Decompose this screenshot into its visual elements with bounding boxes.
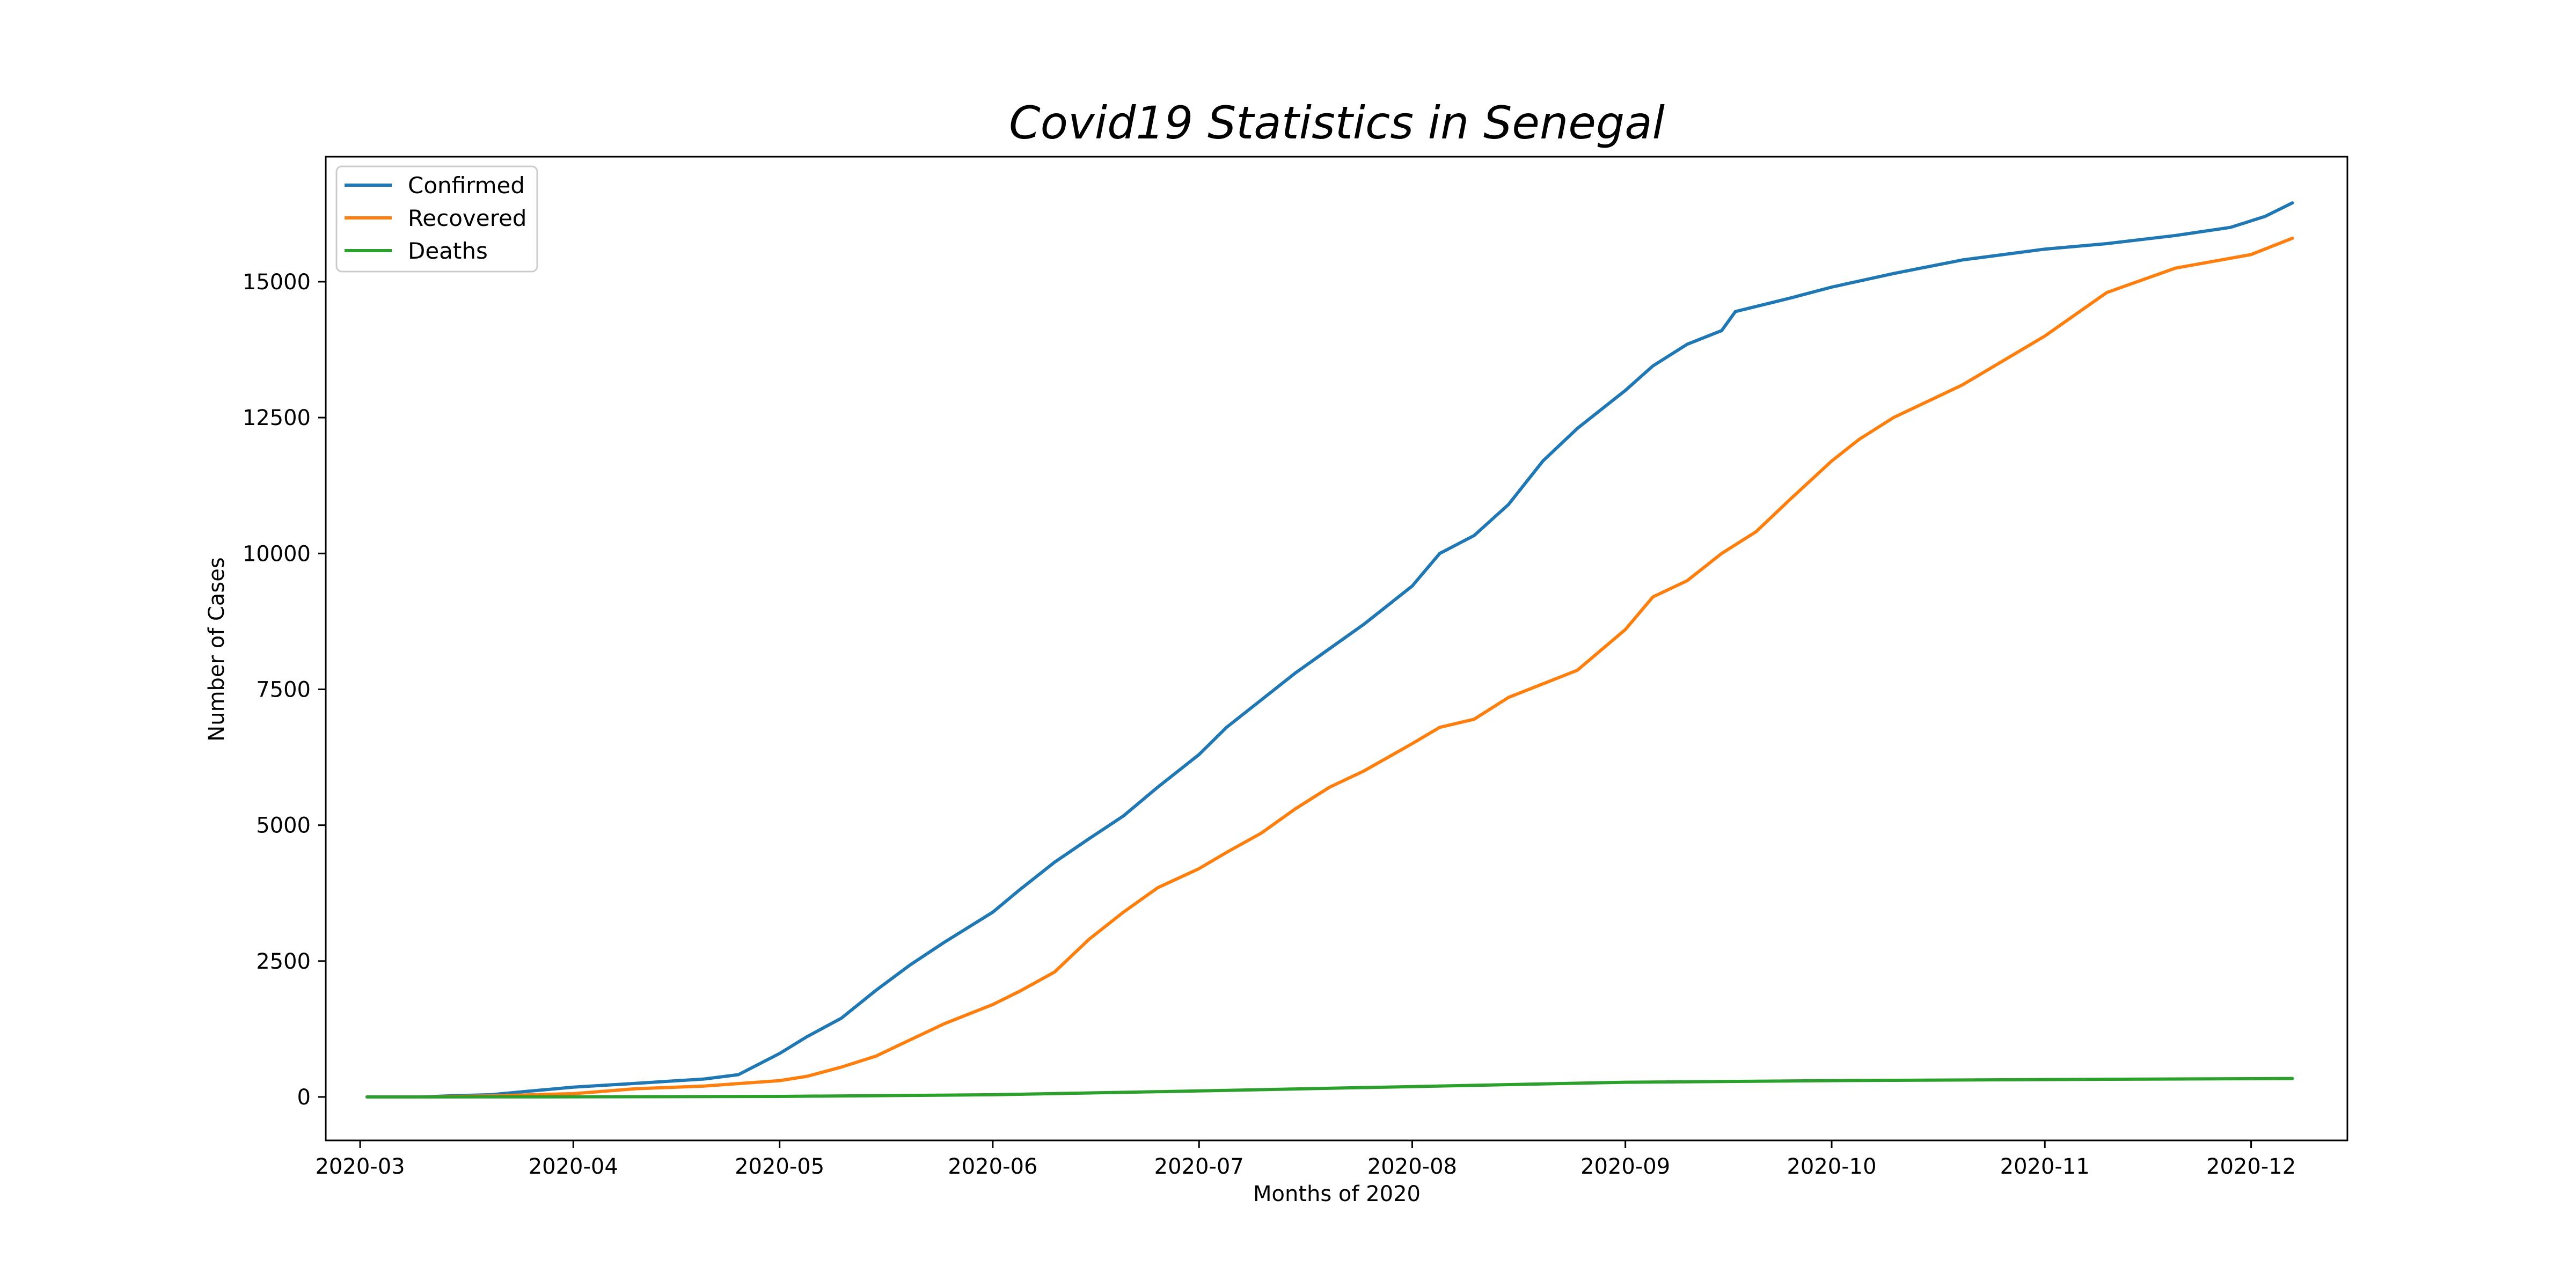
y-tick-label: 7500 xyxy=(256,677,311,702)
series-line-deaths xyxy=(365,1077,2294,1099)
x-tick-label: 2020-03 xyxy=(315,1154,405,1179)
legend-item-confirmed: Confirmed xyxy=(345,172,525,199)
y-axis-label: Number of Cases xyxy=(204,557,229,741)
x-tick-label: 2020-08 xyxy=(1367,1154,1457,1179)
y-tick-label: 5000 xyxy=(256,814,311,838)
y-tick-label: 2500 xyxy=(256,949,311,974)
legend-label: Recovered xyxy=(408,205,526,231)
axes-frame xyxy=(325,156,2348,1141)
x-tick-label: 2020-12 xyxy=(2206,1154,2296,1179)
x-tick-label: 2020-05 xyxy=(735,1154,824,1179)
legend-item-recovered: Recovered xyxy=(345,205,526,231)
legend-label: Confirmed xyxy=(408,172,525,199)
x-tick-label: 2020-09 xyxy=(1580,1154,1670,1179)
legend-frame xyxy=(335,165,538,273)
chart-title: Covid19 Statistics in Senegal xyxy=(1009,97,1665,149)
legend-label: Deaths xyxy=(408,238,488,264)
legend-item-deaths: Deaths xyxy=(345,238,488,264)
x-tick-label: 2020-06 xyxy=(948,1154,1037,1179)
x-tick-label: 2020-04 xyxy=(529,1154,618,1179)
series-line-recovered xyxy=(365,236,2294,1099)
axis-ticks: 2020-03 2020-04 2020-05 2020-06 2020-07 2020-… xyxy=(243,270,2296,1179)
y-tick-label: 15000 xyxy=(243,270,311,295)
y-tick-label: 10000 xyxy=(243,541,311,566)
x-tick-label: 2020-11 xyxy=(2000,1154,2090,1179)
x-tick-label: 2020-10 xyxy=(1787,1154,1876,1179)
legend: Confirmed Recovered Deaths xyxy=(335,165,538,273)
x-tick-label: 2020-07 xyxy=(1154,1154,1244,1179)
y-tick-label: 12500 xyxy=(243,406,311,430)
series-line-confirmed xyxy=(365,201,2294,1099)
plot-area xyxy=(365,201,2294,1099)
x-axis-label: Months of 2020 xyxy=(1253,1182,1421,1206)
y-tick-label: 0 xyxy=(297,1085,311,1110)
